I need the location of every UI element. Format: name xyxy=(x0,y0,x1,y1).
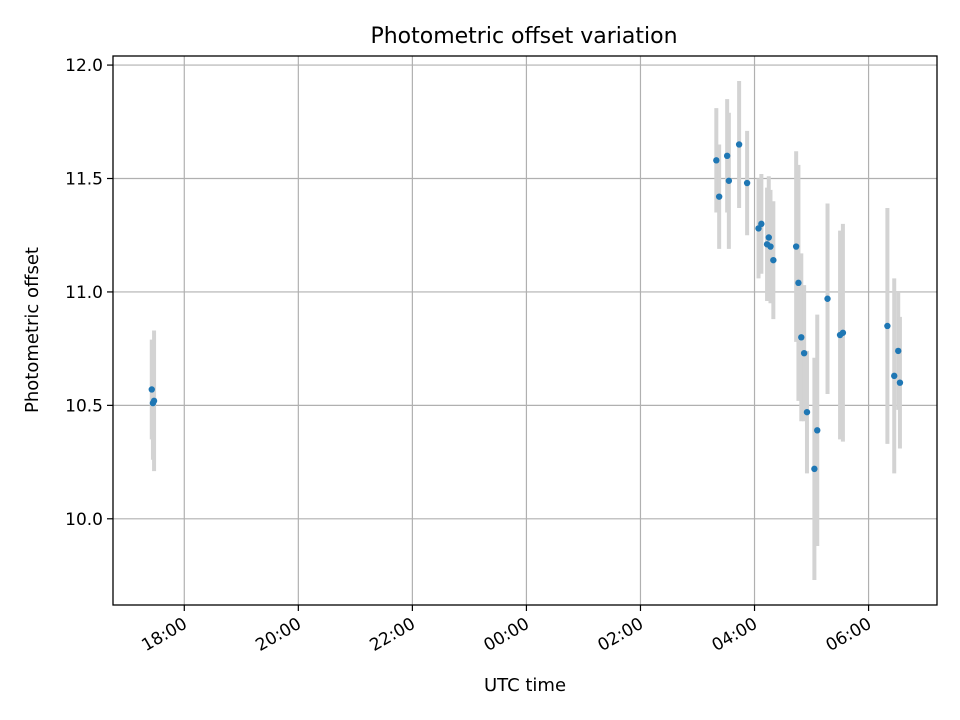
data-point xyxy=(795,279,802,287)
x-tick-label: 00:00 xyxy=(480,614,532,656)
data-point xyxy=(735,141,743,148)
y-axis-label: Photometric offset xyxy=(22,247,43,413)
data-point xyxy=(891,372,898,380)
x-tick-label: 20:00 xyxy=(252,614,304,656)
y-tick-label: 10.5 xyxy=(65,396,103,416)
data-point xyxy=(798,334,805,341)
data-point xyxy=(765,234,772,241)
axis-ticks: 18:00 20:00 22:00 00:00 02:00 04:00 06:00 10.0 1… xyxy=(65,56,875,656)
data-point xyxy=(792,243,800,250)
x-tick-label: 18:00 xyxy=(138,614,190,656)
y-tick-label: 11.0 xyxy=(65,283,103,303)
data-point xyxy=(148,386,155,393)
data-point xyxy=(725,177,733,184)
x-tick-label: 02:00 xyxy=(595,614,647,656)
x-tick-label: 22:00 xyxy=(366,614,418,656)
x-tick-label: 04:00 xyxy=(709,614,761,656)
data-point xyxy=(896,379,904,386)
x-axis-label: UTC time xyxy=(484,675,566,696)
data-point xyxy=(803,408,811,416)
data-point xyxy=(758,220,765,228)
x-tick-label: 06:00 xyxy=(823,614,875,656)
data-point xyxy=(814,427,821,434)
plot-frame xyxy=(112,55,938,606)
data-point xyxy=(884,322,891,330)
data-point xyxy=(839,329,847,336)
data-point xyxy=(811,465,818,473)
y-tick-label: 10.0 xyxy=(65,510,103,530)
data-point xyxy=(713,157,720,164)
data-point xyxy=(824,295,831,302)
data-points xyxy=(148,141,904,473)
data-point xyxy=(715,193,723,200)
data-point xyxy=(150,397,158,405)
chart-title: Photometric offset variation xyxy=(370,24,677,49)
data-point xyxy=(743,179,751,187)
y-tick-label: 12.0 xyxy=(65,56,103,76)
data-point xyxy=(770,256,777,264)
data-point xyxy=(800,349,808,357)
y-tick-label: 11.5 xyxy=(65,170,103,190)
data-point xyxy=(723,152,731,160)
data-point xyxy=(895,347,902,355)
data-point xyxy=(767,243,774,250)
